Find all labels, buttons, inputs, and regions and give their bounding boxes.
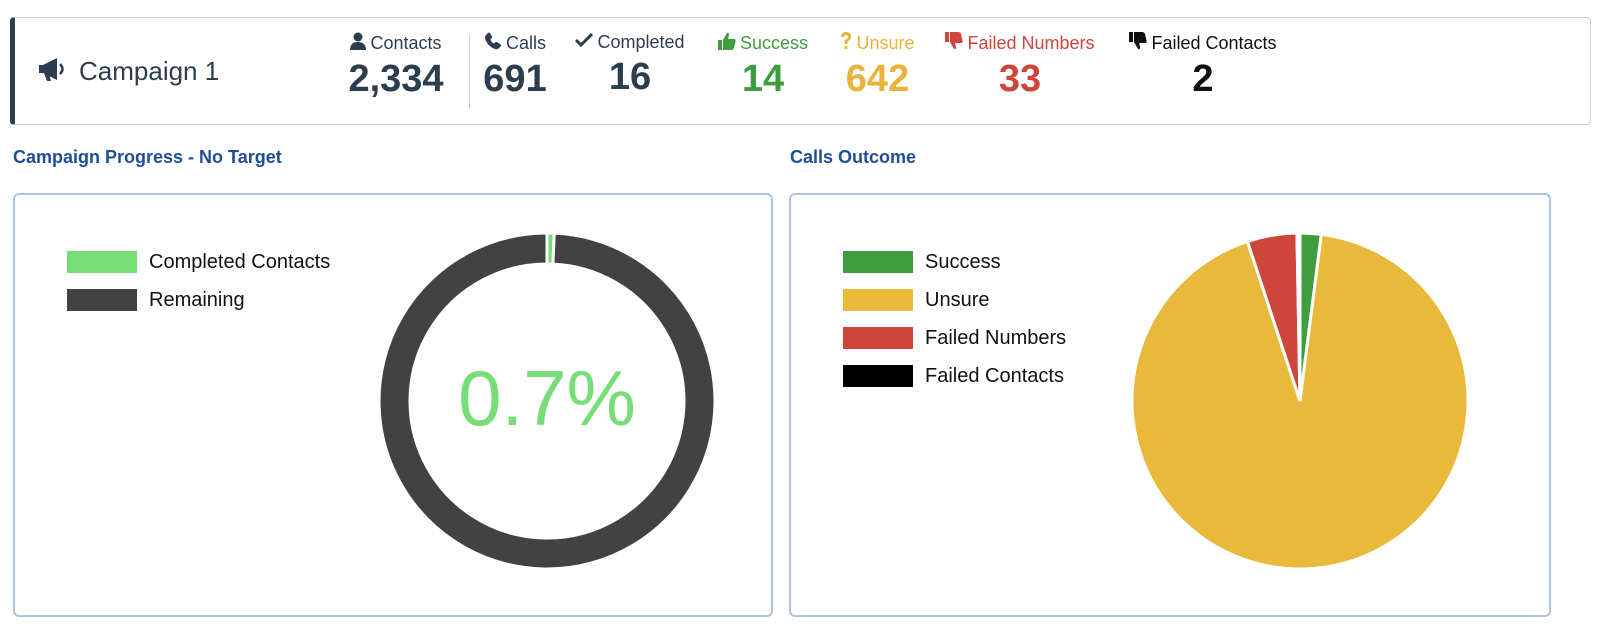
legend-item-unsure[interactable]: Unsure bbox=[843, 281, 1066, 319]
stat-label: Unsure bbox=[856, 33, 915, 53]
legend-swatch bbox=[67, 251, 137, 273]
progress-section-title: Campaign Progress - No Target bbox=[13, 147, 282, 167]
legend-item-success[interactable]: Success bbox=[843, 243, 1066, 281]
stat-value: 691 bbox=[483, 58, 547, 100]
stat-label: Contacts bbox=[370, 33, 442, 53]
stat-success[interactable]: Success 14 bbox=[713, 32, 813, 99]
stat-divider bbox=[469, 35, 470, 108]
stat-contacts[interactable]: Contacts 2,334 bbox=[341, 32, 451, 99]
outcome-legend: Success Unsure Failed Numbers Failed Con… bbox=[843, 243, 1066, 395]
thumbs-down-icon bbox=[945, 32, 964, 55]
stat-value: 642 bbox=[845, 58, 910, 100]
legend-item-failed-contacts[interactable]: Failed Contacts bbox=[843, 357, 1066, 395]
slice-unsure[interactable] bbox=[1130, 232, 1470, 571]
stat-label: Failed Numbers bbox=[967, 33, 1095, 53]
stat-value: 2,334 bbox=[348, 58, 444, 100]
progress-doughnut-chart: 0.7% bbox=[377, 231, 717, 571]
legend-label: Remaining bbox=[149, 288, 245, 311]
legend-label: Failed Numbers bbox=[925, 326, 1067, 349]
stat-value: 2 bbox=[1192, 58, 1214, 100]
legend-label: Completed Contacts bbox=[149, 250, 331, 273]
slice-remaining[interactable] bbox=[377, 231, 717, 571]
stat-label: Calls bbox=[505, 33, 546, 53]
legend-swatch bbox=[67, 289, 137, 311]
legend-label: Failed Contacts bbox=[925, 364, 1064, 387]
legend-item-remaining[interactable]: Remaining bbox=[67, 281, 330, 319]
progress-percentage-label: 0.7% bbox=[458, 354, 636, 442]
question-icon bbox=[840, 32, 852, 55]
progress-chart-panel: Completed Contacts Remaining 0.7% bbox=[13, 193, 773, 617]
legend-label: Unsure bbox=[925, 288, 990, 311]
stat-completed[interactable]: Completed 16 bbox=[570, 32, 690, 97]
campaign-summary-bar: Campaign 1 Contacts 2,334 Calls 691 Comp… bbox=[10, 17, 1591, 125]
stat-unsure[interactable]: Unsure 642 bbox=[835, 32, 920, 99]
megaphone-icon bbox=[37, 55, 69, 88]
calls-outcome-pie-chart bbox=[1130, 231, 1470, 571]
user-icon bbox=[350, 32, 367, 55]
legend-item-failed-numbers[interactable]: Failed Numbers bbox=[843, 319, 1066, 357]
legend-swatch bbox=[843, 251, 913, 273]
stat-failed-contacts[interactable]: Failed Contacts 2 bbox=[1123, 32, 1283, 99]
campaign-title: Campaign 1 bbox=[79, 55, 220, 86]
stat-value: 16 bbox=[608, 56, 652, 98]
stat-failed-numbers[interactable]: Failed Numbers 33 bbox=[940, 32, 1100, 99]
outcome-section-title: Calls Outcome bbox=[790, 147, 917, 167]
thumbs-up-icon bbox=[717, 32, 736, 55]
legend-swatch bbox=[843, 365, 913, 387]
legend-item-completed-contacts[interactable]: Completed Contacts bbox=[67, 243, 330, 281]
stat-label: Failed Contacts bbox=[1151, 33, 1277, 53]
legend-swatch bbox=[843, 289, 913, 311]
outcome-chart-panel: Success Unsure Failed Numbers Failed Con… bbox=[789, 193, 1551, 617]
stat-label: Completed bbox=[597, 32, 685, 52]
phone-icon bbox=[484, 32, 502, 55]
stat-calls[interactable]: Calls 691 bbox=[475, 32, 555, 99]
check-icon bbox=[575, 32, 594, 53]
legend-swatch bbox=[843, 327, 913, 349]
stat-value: 14 bbox=[741, 58, 785, 100]
stat-label: Success bbox=[739, 33, 809, 53]
progress-legend: Completed Contacts Remaining bbox=[67, 243, 330, 319]
thumbs-down-icon bbox=[1129, 32, 1148, 55]
legend-label: Success bbox=[925, 250, 1001, 273]
slice-failed-contacts[interactable] bbox=[1295, 231, 1302, 402]
stat-value: 33 bbox=[998, 58, 1042, 100]
campaign-name[interactable]: Campaign 1 bbox=[37, 18, 219, 124]
